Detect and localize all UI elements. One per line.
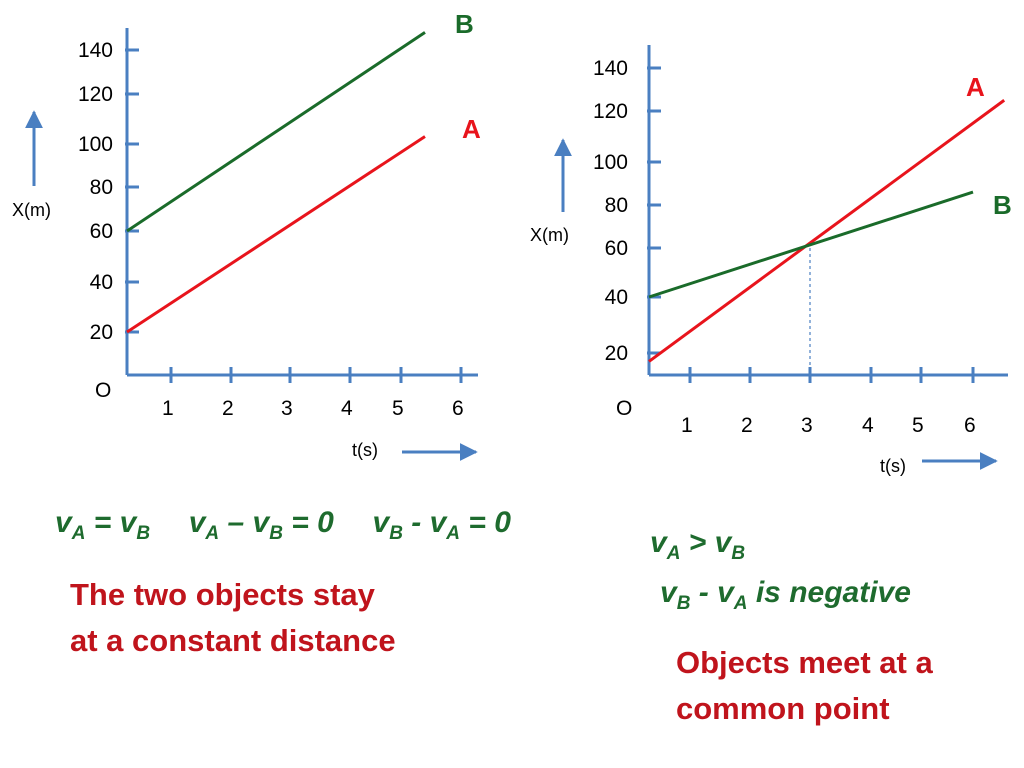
y-tick-label: 40 <box>90 271 113 294</box>
y-tick-label: 120 <box>593 100 628 123</box>
right-velocity-comparison: vA > vB <box>650 526 746 564</box>
series-label-b: B <box>455 9 474 39</box>
y-tick-label: 120 <box>78 83 113 106</box>
x-tick-label: 4 <box>341 397 353 420</box>
x-tick-label: 5 <box>912 414 924 437</box>
y-tick-label: 80 <box>605 194 628 217</box>
origin-label: O <box>616 397 632 420</box>
y-tick-label: 100 <box>593 151 628 174</box>
y-tick-label: 20 <box>605 342 628 365</box>
series-label-a: A <box>462 114 481 144</box>
y-tick-label: 40 <box>605 286 628 309</box>
chart-right: 20 40 60 80 100 120 140 1 2 3 4 5 6 O X(m) t(s) A B <box>530 45 1012 476</box>
y-tick-label: 140 <box>78 39 113 62</box>
left-velocity-relations: vA = vB vA – vB = 0 vB - vA = 0 <box>55 506 511 544</box>
series-line-a <box>648 99 1006 363</box>
x-tick-label: 3 <box>801 414 813 437</box>
left-conclusion-line2: at a constant distance <box>70 623 396 658</box>
x-tick-label: 4 <box>862 414 874 437</box>
right-conclusion-line1: Objects meet at a <box>676 645 933 680</box>
x-tick-label: 1 <box>162 397 174 420</box>
x-tick-label: 5 <box>392 397 404 420</box>
series-line-a <box>126 135 426 334</box>
y-tick-label: 140 <box>593 57 628 80</box>
y-axis-label: X(m) <box>12 200 51 220</box>
left-conclusion-line1: The two objects stay <box>70 577 375 612</box>
chart-left: 20 40 60 80 100 120 140 1 2 3 4 5 6 O X(m) t(s) A B <box>12 9 481 461</box>
series-label-a: A <box>966 72 985 102</box>
x-tick-label: 3 <box>281 397 293 420</box>
right-velocity-difference: vB - vA is negative <box>660 576 911 614</box>
right-conclusion-line2: common point <box>676 691 890 726</box>
y-tick-label: 100 <box>78 133 113 156</box>
x-tick-label: 2 <box>222 397 234 420</box>
x-tick-label: 6 <box>452 397 464 420</box>
y-tick-label: 20 <box>90 321 113 344</box>
origin-label: O <box>95 379 111 402</box>
series-label-b: B <box>993 190 1012 220</box>
series-line-b <box>126 31 426 233</box>
left-conclusion: The two objects stay at a constant dista… <box>70 572 396 664</box>
y-tick-label: 60 <box>90 220 113 243</box>
x-tick-label: 6 <box>964 414 976 437</box>
y-tick-label: 60 <box>605 237 628 260</box>
y-tick-label: 80 <box>90 176 113 199</box>
x-tick-label: 2 <box>741 414 753 437</box>
right-conclusion: Objects meet at a common point <box>676 640 933 732</box>
x-tick-label: 1 <box>681 414 693 437</box>
series-line-b <box>648 190 974 299</box>
y-axis-label: X(m) <box>530 225 569 245</box>
x-axis-label: t(s) <box>352 440 378 460</box>
x-axis-label: t(s) <box>880 456 906 476</box>
